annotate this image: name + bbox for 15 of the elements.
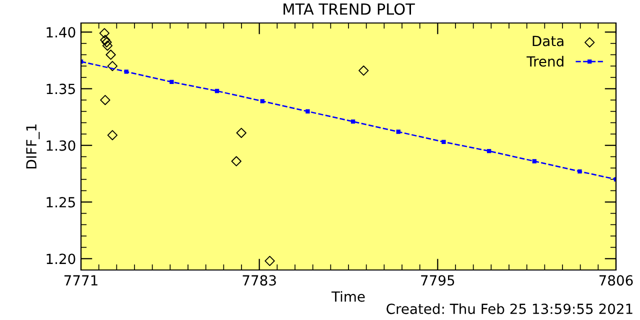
y-tick-label: 1.40 [46, 27, 76, 38]
x-tick-label: 7795 [421, 275, 454, 286]
y-tick-label: 1.25 [46, 196, 75, 208]
x-tick-label: 7771 [64, 275, 98, 286]
y-tick-label: 1.20 [46, 254, 76, 264]
x-tick-label: 7806 [599, 275, 633, 286]
x-axis-title: Time [331, 291, 365, 302]
y-tick-label: 1.30 [46, 140, 76, 151]
legend-label: Trend [526, 56, 564, 67]
x-tick-label: 7783 [242, 275, 276, 286]
text: Created: Thu Feb 25 13:59:55 2021 [386, 303, 632, 314]
y-axis-title: DIFF_1 [26, 124, 40, 168]
chart-title: MTA TREND PLOT [284, 3, 415, 15]
y-tick-label: 1.35 [46, 84, 75, 94]
legend-label: Data [532, 36, 564, 46]
